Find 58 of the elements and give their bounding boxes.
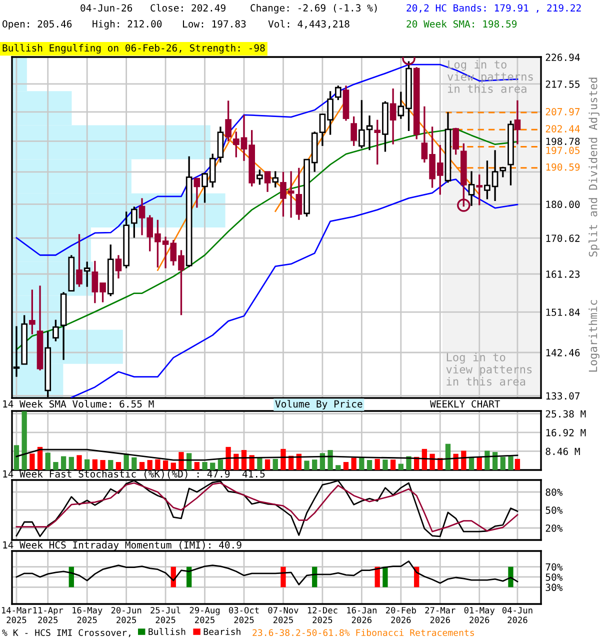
y-tick-label: 217.55 (546, 80, 580, 88)
x-tick-label: 27-Mar 2026 (425, 606, 456, 624)
chart-title: 14 Week HCS Intraday Momentum (IMI): 40.9 (3, 541, 242, 550)
text: Open: 205.46 (2, 20, 72, 30)
x-tick-label: 03-Oct 2025 (229, 606, 259, 624)
x-tick-label: 01-May 2026 (464, 606, 495, 624)
x-tick-label: 11-Apr 2025 (33, 607, 64, 624)
x-tick-label: 16-May 2025 (72, 606, 102, 624)
text: % K - HCS IMI Crossover, (2, 629, 130, 638)
x-tick-label: 20-Feb 2026 (386, 606, 416, 624)
x-tick-label: 14-Mar 2025 (2, 607, 32, 624)
text: Low: 197.83 (183, 20, 246, 28)
y-tick-label: 25.38 M (546, 410, 586, 418)
y-tick-label: 161.23 (546, 270, 580, 278)
y-tick-label: 142.46 (546, 349, 580, 356)
text: Bullish Engulfing on 06-Feb-26, Strength: -98 (2, 44, 265, 54)
y-tick-label: 70% (546, 563, 563, 571)
chart-title: 14 Week Fast Stochastic (%K)(%D) : 47.9 41.5 (3, 470, 265, 479)
y-tick-label: 50% (546, 573, 563, 581)
y-tick-label: 133.07 (546, 392, 580, 400)
y-tick-label: 50% (546, 506, 563, 514)
y-tick-label: 151.84 (546, 308, 580, 316)
text: High: 212.00 (92, 20, 162, 30)
x-tick-label: 04-Jun 2026 (502, 606, 532, 624)
text: 20 Week SMA: 198.59 (406, 20, 517, 28)
ref-line-label: 197.05 (546, 146, 580, 154)
legend-label: Bearish (204, 628, 240, 636)
ref-line-label: 207.97 (546, 108, 580, 116)
text: 20,2 HC Bands: 179.91 , 219.22 (406, 4, 581, 13)
y-tick-label: 198.78 (546, 138, 580, 146)
x-tick-label: 25-Jul 2025 (150, 606, 180, 624)
text: Change: -2.69 (-1.3 %) (250, 4, 377, 14)
text: 04-Jun-26 (80, 4, 132, 12)
chart-title: 14 Week SMA Volume: 6.55 M (3, 400, 154, 408)
legend-label: Bullish (148, 628, 186, 636)
ref-line-label: 202.44 (546, 125, 580, 132)
text: Vol: 4,443,218 (268, 20, 350, 29)
text: Close: 202.49 (150, 4, 226, 12)
text: Logarithmic (588, 300, 600, 372)
ref-line-label: 190.59 (546, 163, 580, 171)
y-tick-label: 170.62 (546, 234, 580, 242)
y-tick-label: 226.94 (546, 54, 580, 62)
text: 23.6-38.2-50-61.8% Fibonacci Retracements (252, 629, 474, 636)
y-tick-label: 80% (546, 488, 563, 496)
y-tick-label: 20% (546, 524, 563, 532)
y-tick-label: 180.00 (546, 200, 580, 208)
text: Volume By Price (275, 400, 362, 410)
band-label: Log in to view patterns in this area (446, 352, 532, 386)
x-tick-label: 16-Jan 2026 (347, 606, 376, 624)
y-tick-label: 30% (546, 584, 563, 592)
x-tick-label: 20-Jun 2025 (111, 606, 142, 624)
y-tick-label: 8.46 M (546, 448, 580, 456)
x-tick-label: 29-Aug 2025 (190, 606, 220, 624)
x-tick-label: 07-Nov 2025 (268, 606, 298, 624)
text: WEEKLY CHART (430, 400, 500, 408)
y-tick-label: 16.92 M (546, 428, 586, 436)
text: Split and Dividend Adjusted (588, 78, 600, 257)
x-tick-label: 12-Dec 2025 (308, 606, 338, 624)
